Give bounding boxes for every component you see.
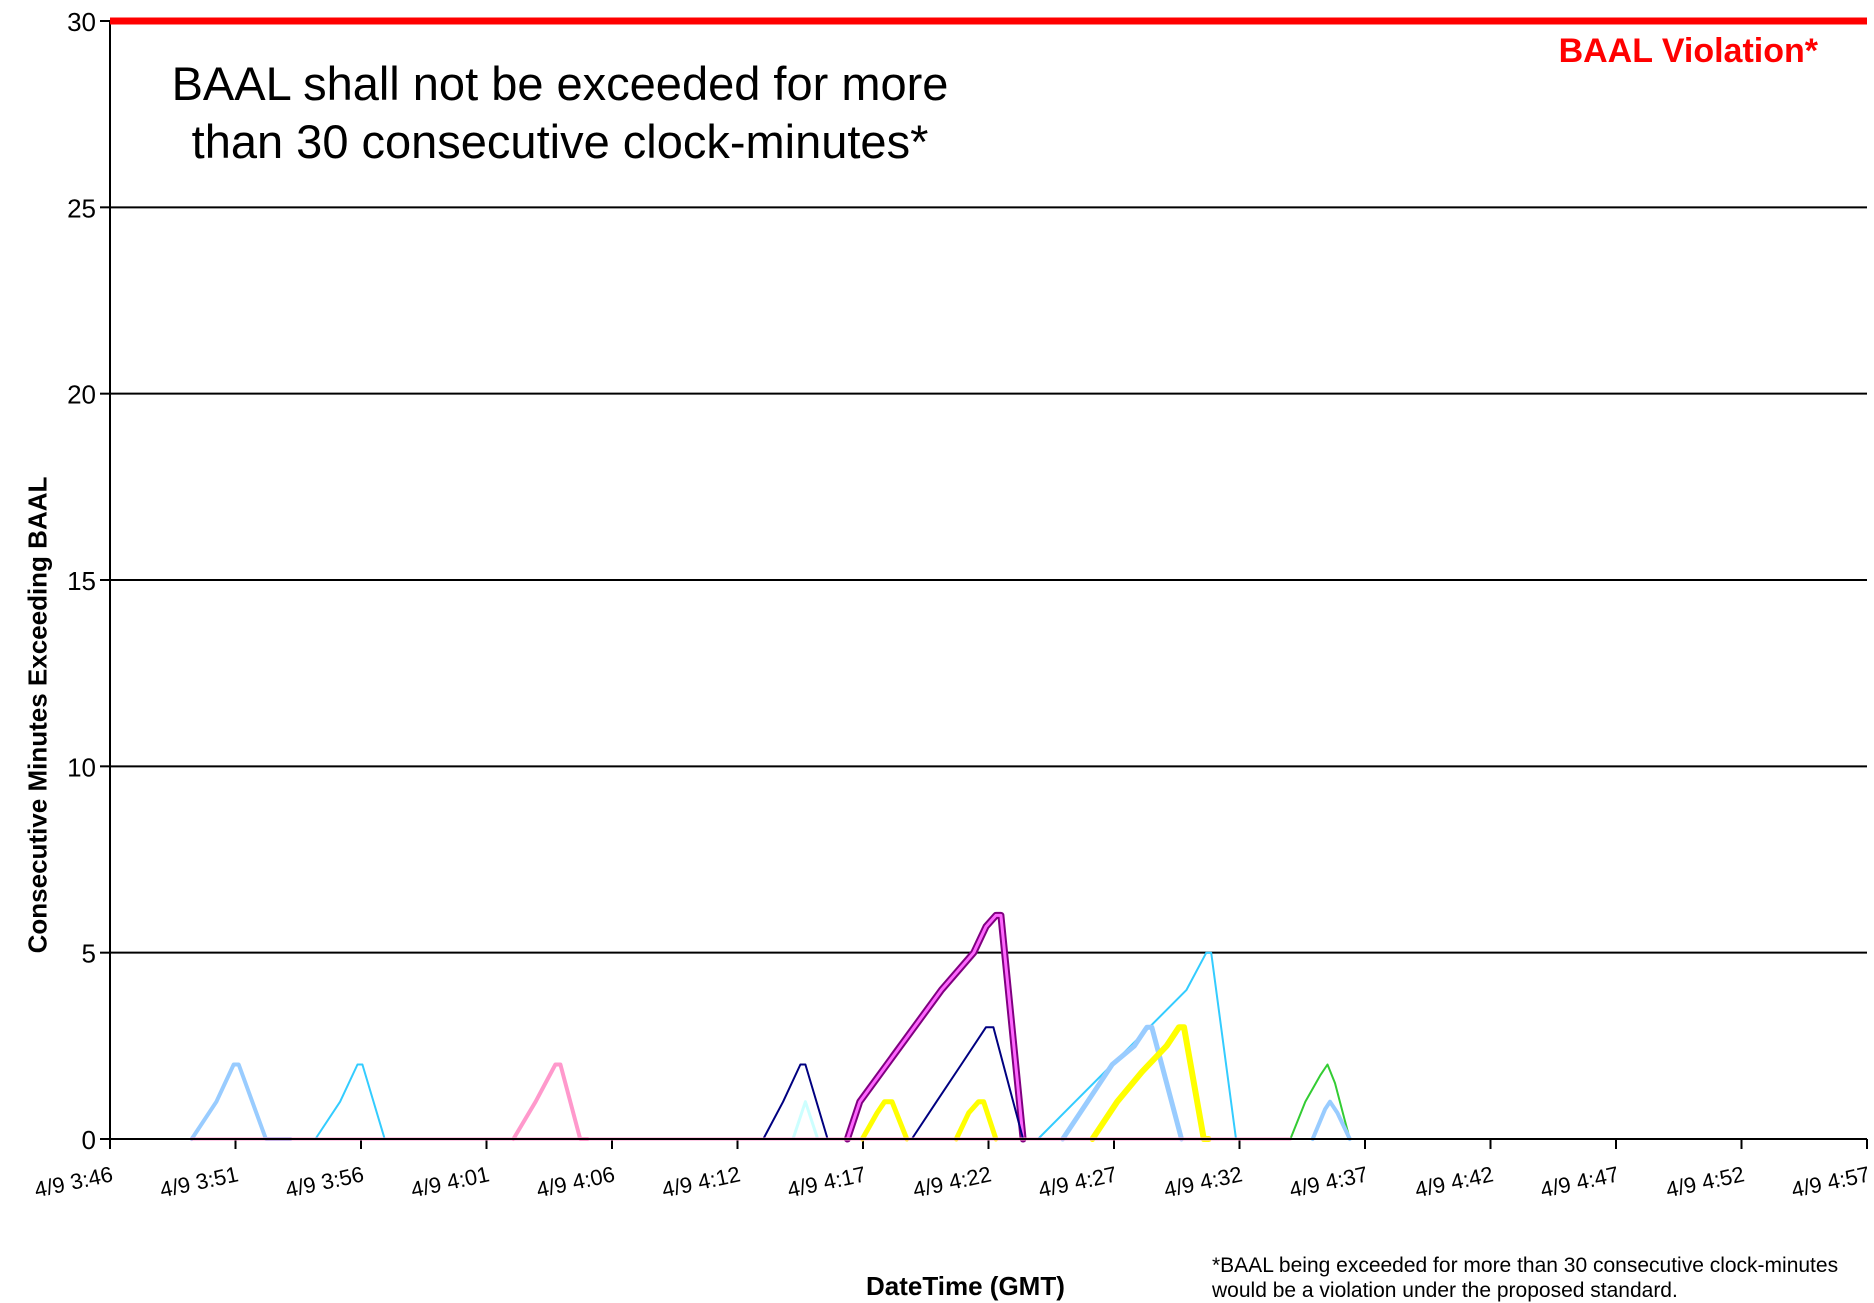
x-tick-label: 4/9 4:42 — [1413, 1161, 1496, 1202]
series-line — [845, 913, 1025, 1141]
y-tick-label: 10 — [67, 752, 96, 782]
x-tick-label: 4/9 4:27 — [1036, 1161, 1119, 1202]
threshold-label: BAAL Violation* — [1558, 32, 1818, 70]
series-line — [1089, 1024, 1212, 1142]
y-axis-ticks: 0 5 10 15 20 25 30 — [67, 7, 110, 1155]
x-tick-label: 4/9 4:32 — [1162, 1161, 1245, 1202]
x-tick-label: 4/9 4:37 — [1287, 1161, 1370, 1202]
series-line — [910, 1026, 1025, 1140]
chart-annotation: BAAL shall not be exceeded for more than… — [171, 57, 949, 168]
y-tick-label: 20 — [67, 380, 96, 410]
series-line — [791, 1100, 820, 1141]
series-line — [1289, 1063, 1351, 1140]
series-line — [843, 911, 1027, 1143]
y-axis-label: Consecutive Minutes Exceeding BAAL — [22, 476, 53, 954]
x-tick-label: 4/9 4:17 — [785, 1161, 868, 1202]
x-tick-label: 4/9 4:01 — [409, 1161, 492, 1202]
x-tick-label: 4/9 4:12 — [660, 1161, 743, 1202]
series-line — [189, 1062, 293, 1141]
x-axis-label: DateTime (GMT) — [866, 1271, 1065, 1301]
series-line — [859, 1099, 910, 1142]
series-lines — [189, 911, 1646, 1143]
y-tick-label: 30 — [67, 7, 96, 37]
y-tick-label: 5 — [82, 939, 96, 969]
series-line — [1310, 1099, 1352, 1141]
x-tick-label: 4/9 3:51 — [158, 1161, 241, 1202]
x-tick-label: 4/9 3:56 — [283, 1161, 366, 1202]
x-tick-label: 4/9 4:52 — [1664, 1161, 1747, 1202]
series-line — [511, 1062, 590, 1141]
y-tick-label: 0 — [82, 1125, 96, 1155]
x-tick-label: 4/9 3:46 — [32, 1161, 115, 1202]
series-line — [762, 1063, 829, 1140]
x-tick-label: 4/9 4:47 — [1538, 1161, 1621, 1202]
x-tick-label: 4/9 4:57 — [1789, 1161, 1872, 1202]
series-line — [953, 1099, 999, 1142]
x-axis-ticks: 4/9 3:46 4/9 3:51 4/9 3:56 4/9 4:01 4/9 4:06… — [32, 1139, 1872, 1202]
x-tick-label: 4/9 4:06 — [534, 1161, 617, 1202]
x-tick-label: 4/9 4:22 — [911, 1161, 994, 1202]
y-tick-label: 25 — [67, 193, 96, 223]
series-line — [1060, 1024, 1184, 1142]
footnote: *BAAL being exceeded for more than 30 co… — [1212, 1254, 1839, 1302]
series-line — [1037, 951, 1252, 1140]
series-line — [314, 1063, 396, 1140]
axes — [109, 21, 1867, 1140]
y-tick-label: 15 — [67, 566, 96, 596]
